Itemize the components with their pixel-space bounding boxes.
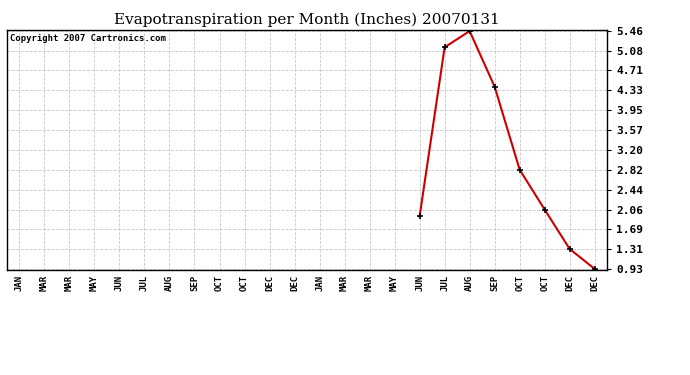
Title: Evapotranspiration per Month (Inches) 20070131: Evapotranspiration per Month (Inches) 20… [114, 13, 500, 27]
Text: Copyright 2007 Cartronics.com: Copyright 2007 Cartronics.com [10, 34, 166, 43]
